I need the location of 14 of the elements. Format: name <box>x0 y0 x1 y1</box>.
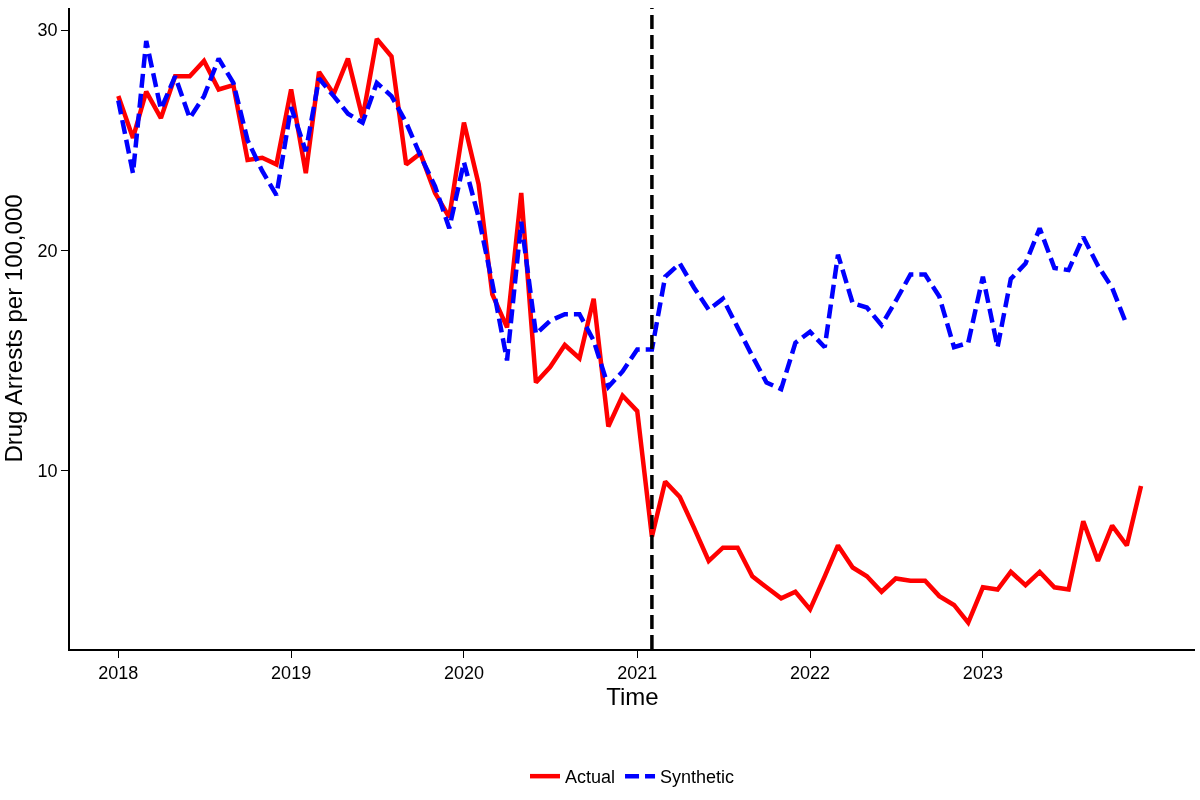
y-axis-title: Drug Arrests per 100,000 <box>0 194 28 463</box>
y-tick-label: 30 <box>37 20 58 41</box>
legend-label: Synthetic <box>660 767 735 788</box>
line-series <box>116 38 1130 392</box>
x-tick-label: 2019 <box>271 663 312 684</box>
legend-label: Actual <box>565 767 616 788</box>
y-tick-label: 20 <box>37 240 58 261</box>
x-tick-label: 2022 <box>790 663 831 684</box>
y-tick-label: 10 <box>37 460 58 481</box>
x-tick-label: 2021 <box>617 663 658 684</box>
x-tick-label: 2018 <box>98 663 139 684</box>
x-tick-label: 2023 <box>962 663 1003 684</box>
x-axis-title: Time <box>606 683 659 711</box>
x-tick-label: 2020 <box>443 663 484 684</box>
